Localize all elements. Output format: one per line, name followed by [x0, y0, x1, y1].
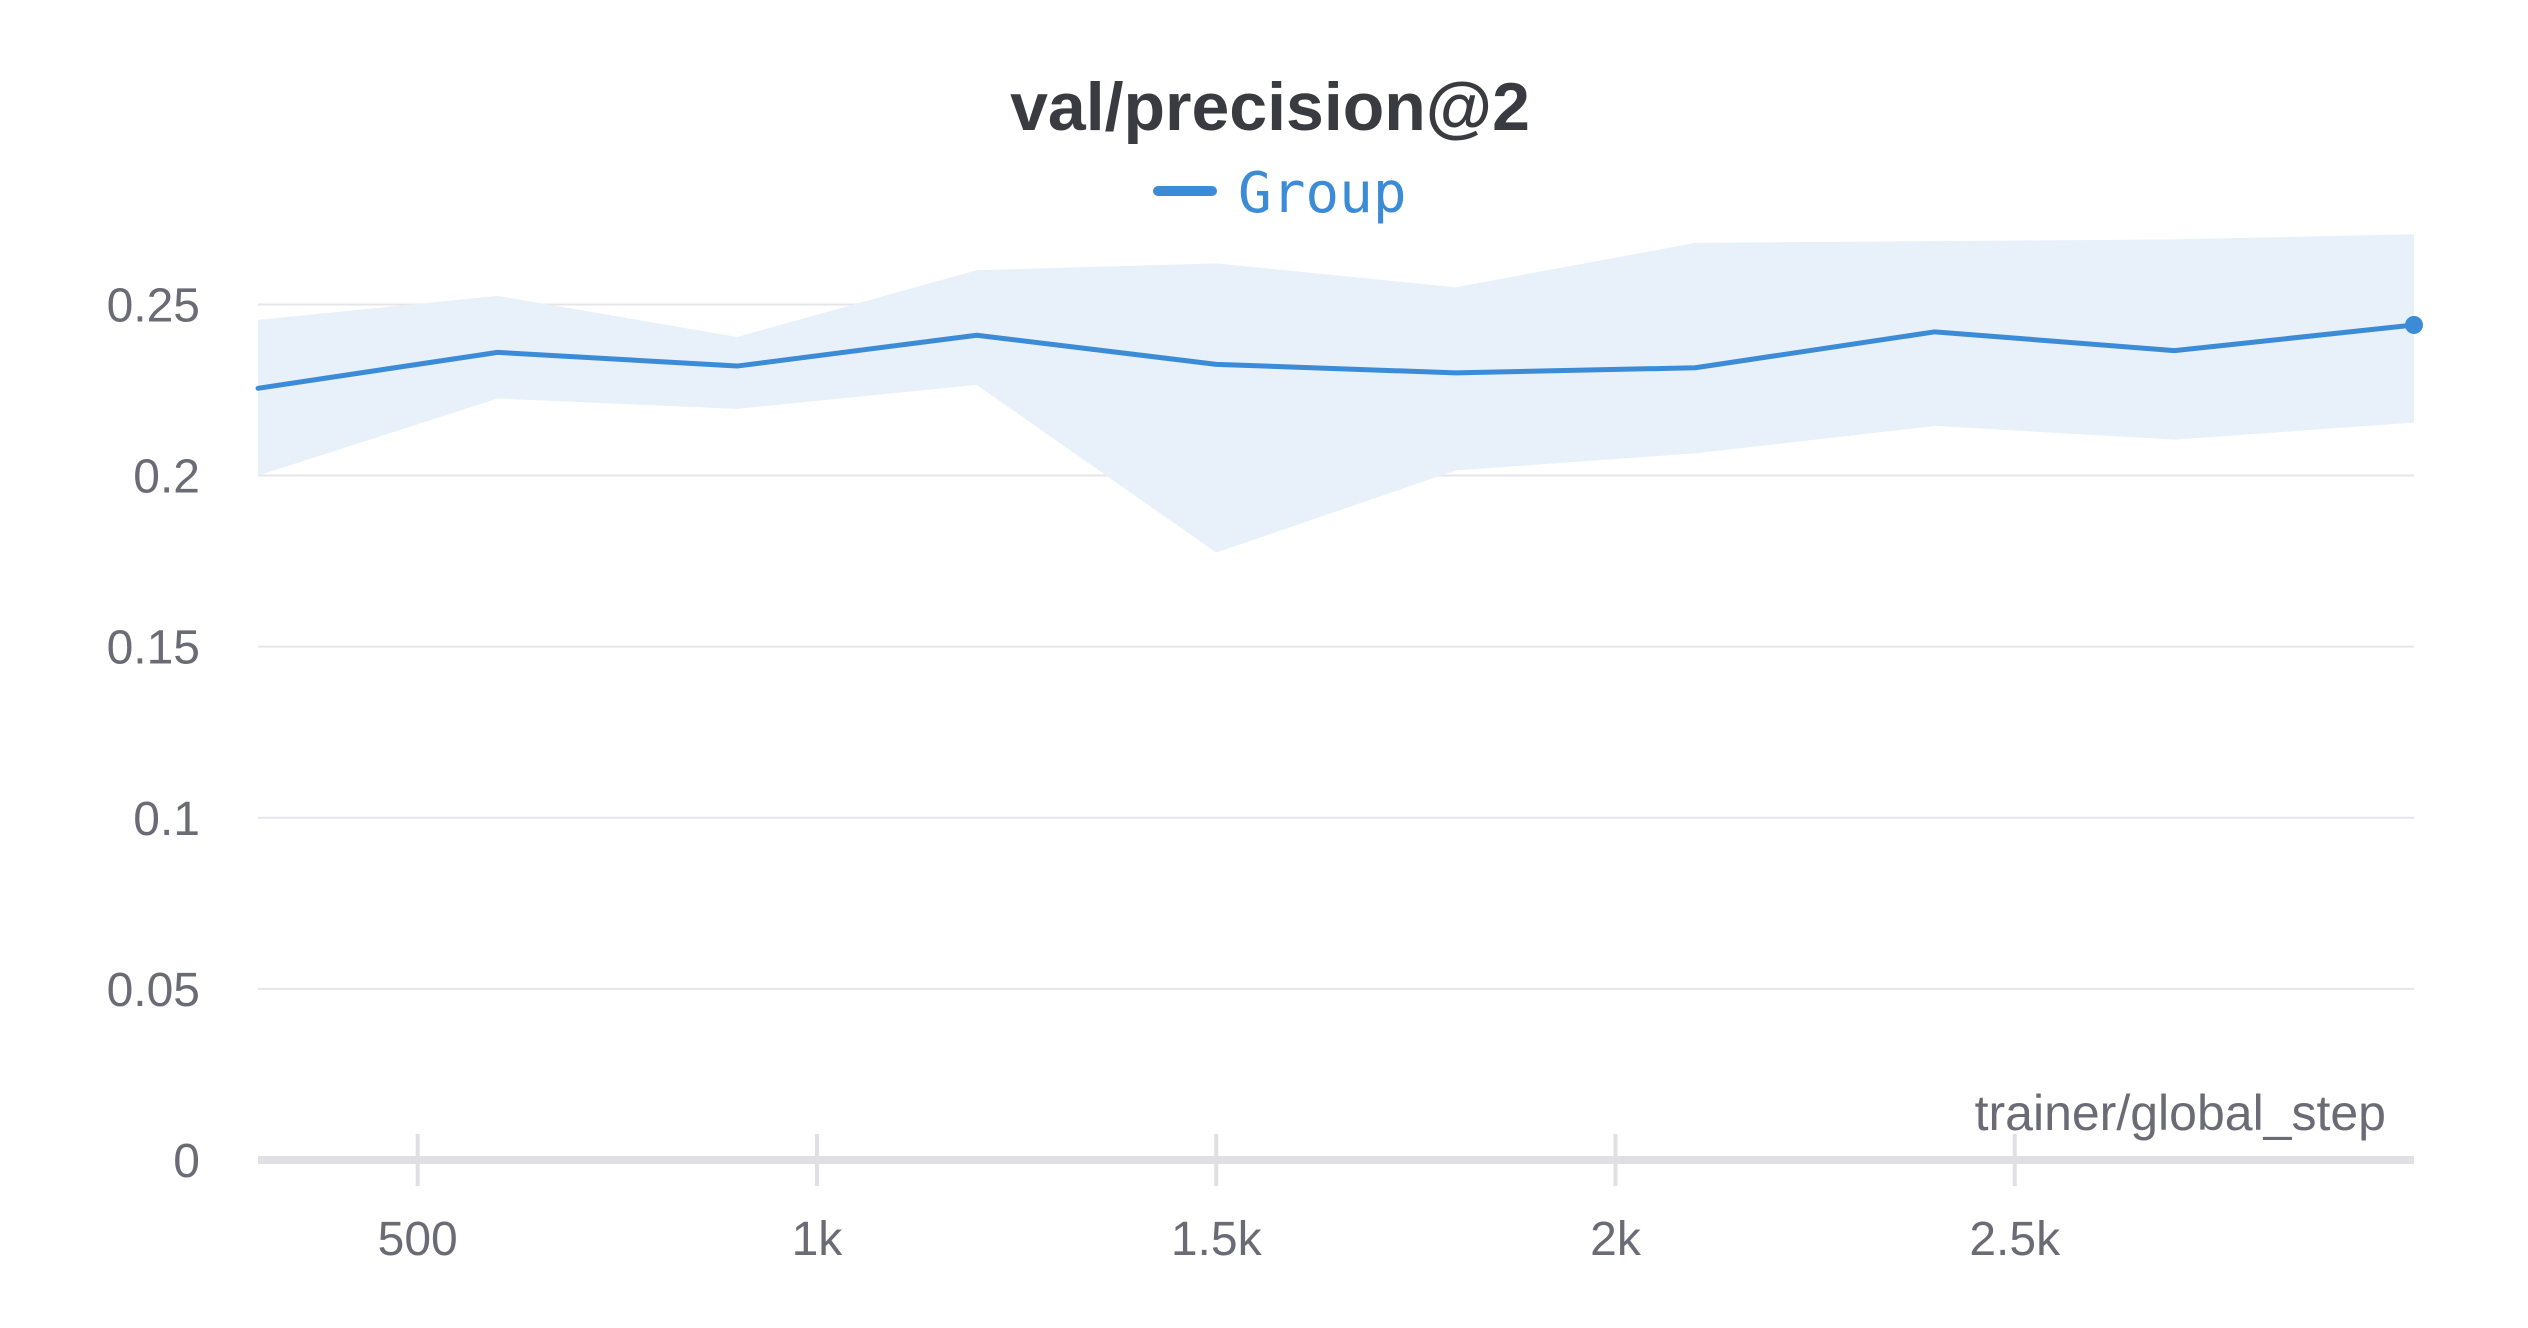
y-tick-label: 0.1 [133, 793, 200, 846]
y-tick-label: 0.2 [133, 451, 200, 504]
legend: Group [1153, 161, 1407, 226]
y-tick-label: 0.25 [107, 279, 200, 332]
series-band-group [258, 234, 2414, 553]
y-tick-label: 0.05 [107, 964, 200, 1017]
legend-label-group: Group [1238, 161, 1407, 226]
series-endpoint-marker [2405, 315, 2423, 334]
x-axis-title: trainer/global_step [1975, 1085, 2386, 1141]
x-tick-label: 2k [1590, 1213, 1642, 1266]
x-tick-label: 1k [792, 1213, 844, 1266]
band-layer [258, 234, 2414, 553]
x-tick-labels: 500 1k 1.5k 2k 2.5k [378, 1134, 2061, 1266]
x-tick-label: 2.5k [1969, 1213, 2061, 1266]
line-layer [255, 315, 2423, 391]
x-tick-label: 1.5k [1171, 1213, 1263, 1266]
chart-title: val/precision@2 [1010, 69, 1530, 145]
y-axis: 0 0.05 0.1 0.15 0.2 0.25 [107, 279, 200, 1188]
x-tick-label: 500 [378, 1213, 458, 1266]
series-line-group [255, 322, 2417, 391]
y-tick-label: 0.15 [107, 622, 200, 675]
y-tick-label: 0 [173, 1135, 200, 1188]
